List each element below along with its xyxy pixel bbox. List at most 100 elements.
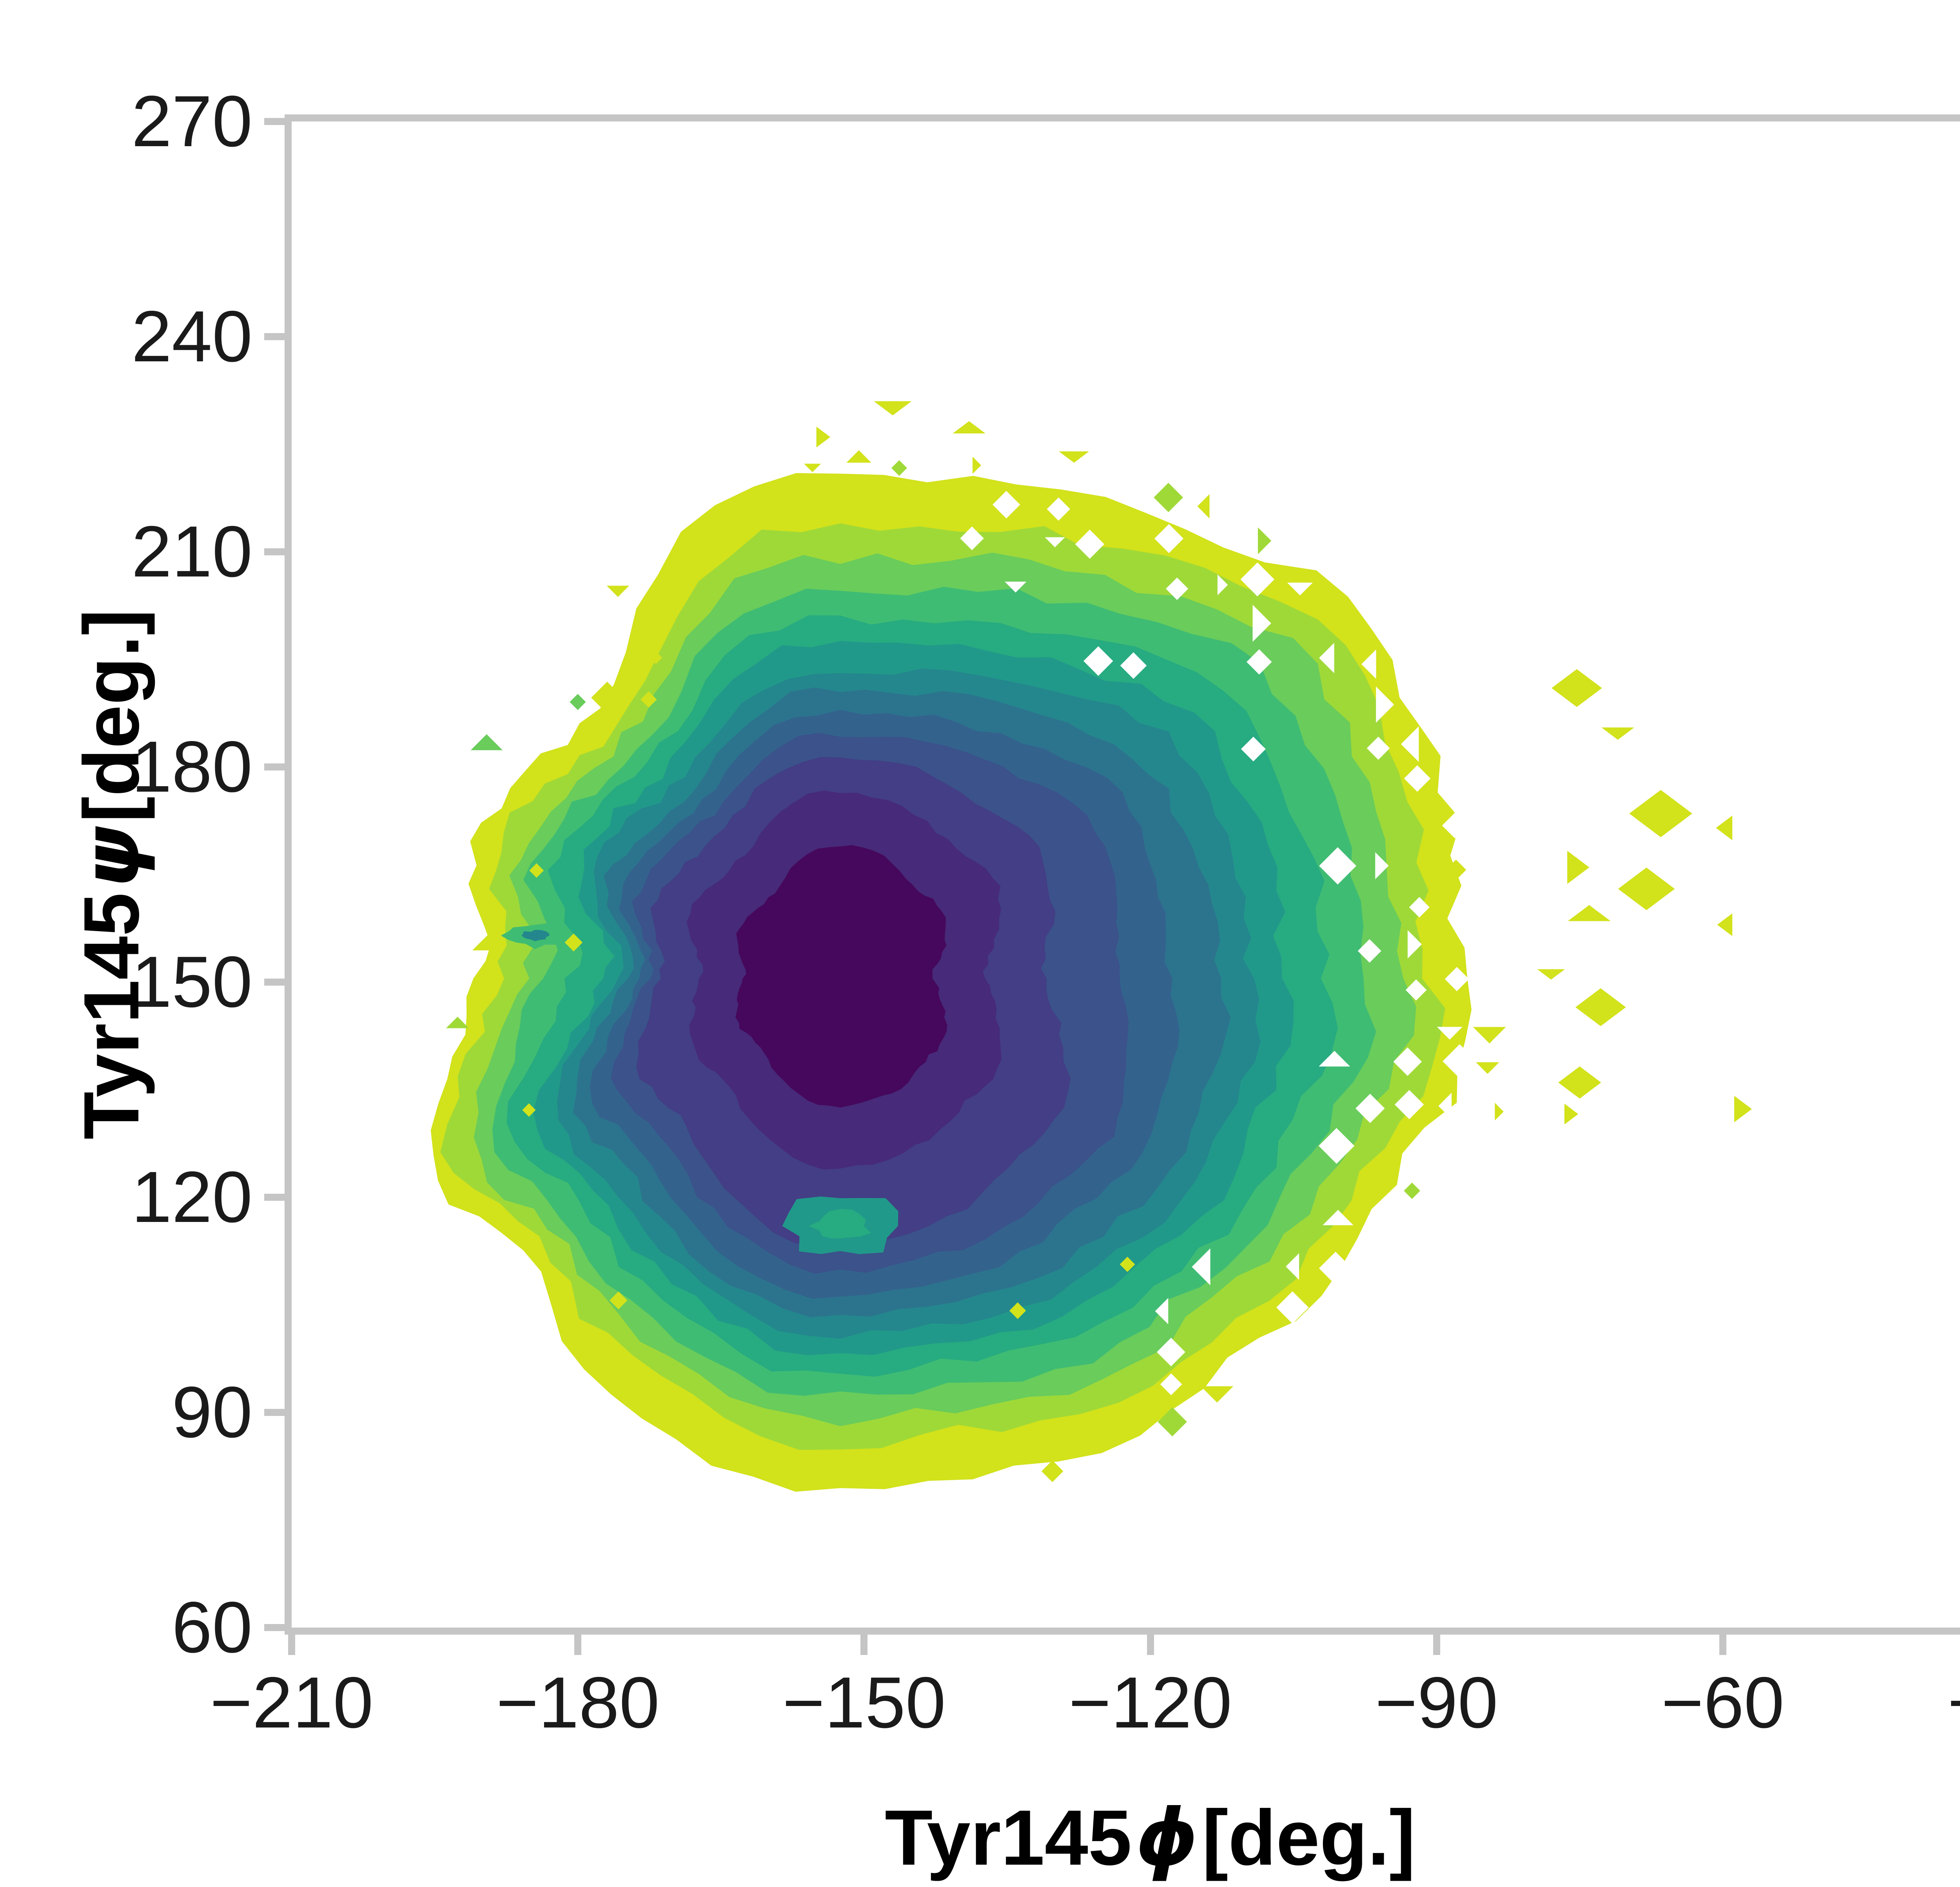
outlier-fragment bbox=[1552, 669, 1602, 707]
x-tick bbox=[1147, 1635, 1154, 1655]
outlier-fragment bbox=[1629, 790, 1692, 837]
y-tick bbox=[264, 1194, 285, 1201]
speckle-dot bbox=[1120, 1256, 1135, 1272]
outlier-fragment bbox=[1618, 867, 1675, 910]
speckle-fragment bbox=[804, 464, 821, 472]
y-tick-label: 240 bbox=[131, 296, 252, 377]
x-tick bbox=[288, 1635, 295, 1655]
speckle-hole bbox=[1160, 1373, 1182, 1396]
speckle-hole bbox=[1405, 979, 1427, 1001]
speckle-hole bbox=[1318, 1128, 1355, 1164]
speckle-hole bbox=[1241, 736, 1266, 761]
outlier-fragment bbox=[1717, 913, 1733, 936]
speckle-fragment bbox=[1446, 859, 1466, 880]
y-axis-title: Tyr145ψ[deg.] bbox=[63, 247, 161, 1501]
outlier-fragment bbox=[1568, 905, 1611, 921]
speckle-hole bbox=[1357, 939, 1381, 963]
y-axis-title-unit: [deg.] bbox=[68, 609, 155, 823]
outlier-fragment bbox=[1601, 727, 1634, 740]
speckle-hole bbox=[1005, 582, 1027, 593]
y-tick-label: 180 bbox=[131, 727, 252, 807]
speckle-hole bbox=[1367, 736, 1390, 760]
x-tick-label: −90 bbox=[1375, 1662, 1498, 1743]
speckle-fragment bbox=[1476, 1062, 1499, 1074]
speckle-fragment bbox=[1041, 1460, 1063, 1482]
x-tick-label: −60 bbox=[1661, 1662, 1784, 1743]
y-tick-label: 120 bbox=[131, 1157, 252, 1238]
speckle-fragment bbox=[891, 460, 907, 476]
speckle-dot bbox=[884, 490, 896, 503]
y-tick bbox=[264, 118, 285, 125]
speckle-dot bbox=[564, 934, 583, 952]
speckle-fragment bbox=[570, 694, 586, 710]
pmf-island bbox=[808, 1209, 871, 1239]
speckle-fragment bbox=[1154, 482, 1183, 512]
speckle-fragment bbox=[1158, 1407, 1187, 1437]
speckle-dot bbox=[649, 651, 662, 664]
speckle-fragment bbox=[1495, 1102, 1504, 1120]
x-tick-label: −120 bbox=[1069, 1662, 1232, 1743]
speckle-hole bbox=[1286, 1253, 1299, 1280]
speckle-dot bbox=[610, 1291, 628, 1309]
phi-symbol: ϕ bbox=[1136, 1792, 1198, 1883]
x-tick bbox=[860, 1635, 868, 1655]
speckle-hole bbox=[1154, 524, 1183, 553]
x-axis-title-unit: [deg.] bbox=[1202, 1794, 1416, 1882]
speckle-dot bbox=[529, 863, 544, 878]
outlier-fragment bbox=[953, 421, 985, 433]
speckle-hole bbox=[1323, 1210, 1354, 1225]
speckle-hole bbox=[1443, 1044, 1477, 1079]
speckle-hole bbox=[1319, 847, 1356, 885]
speckle-hole bbox=[1247, 649, 1272, 675]
plot-area bbox=[285, 114, 1960, 1635]
x-tick bbox=[1719, 1635, 1726, 1655]
y-tick-label: 210 bbox=[131, 511, 252, 592]
y-tick bbox=[264, 979, 285, 986]
y-tick-label: 150 bbox=[131, 942, 252, 1022]
speckle-fragment bbox=[1201, 1386, 1234, 1403]
speckle-hole bbox=[1355, 1093, 1385, 1123]
speckle-fragment bbox=[472, 934, 505, 950]
speckle-dot bbox=[641, 691, 657, 708]
outlier-fragment bbox=[1059, 451, 1089, 463]
speckle-hole bbox=[1047, 497, 1070, 521]
speckle-hole bbox=[1393, 1047, 1422, 1076]
speckle-hole bbox=[1401, 726, 1419, 762]
speckle-dot bbox=[522, 1103, 536, 1117]
speckle-hole bbox=[1319, 1051, 1350, 1067]
outlier-fragment bbox=[1567, 850, 1590, 884]
speckle-hole bbox=[1083, 646, 1113, 676]
outlier-fragment bbox=[1564, 1104, 1579, 1125]
x-tick-label: −150 bbox=[782, 1662, 946, 1743]
speckle-fragment bbox=[973, 457, 981, 474]
speckle-fragment bbox=[846, 450, 871, 463]
y-tick-label: 90 bbox=[172, 1372, 252, 1453]
x-tick bbox=[574, 1635, 582, 1655]
speckle-hole bbox=[1361, 649, 1376, 679]
speckle-hole bbox=[1155, 1298, 1169, 1325]
speckle-fragment bbox=[1258, 527, 1272, 555]
speckle-fragment bbox=[591, 682, 623, 714]
speckle-hole bbox=[1045, 537, 1065, 547]
y-tick-label: 270 bbox=[131, 81, 252, 162]
speckle-dot bbox=[522, 778, 534, 790]
speckle-hole bbox=[1442, 812, 1468, 839]
speckle-hole bbox=[1404, 765, 1431, 792]
x-tick-label: −210 bbox=[210, 1662, 374, 1743]
contour-plot bbox=[430, 401, 1752, 1492]
speckle-hole bbox=[1394, 1090, 1424, 1119]
speckle-hole bbox=[1120, 652, 1147, 679]
outlier-fragment bbox=[1575, 988, 1626, 1026]
speckle-hole bbox=[1166, 577, 1189, 600]
outlier-fragment bbox=[1716, 816, 1733, 840]
x-axis-title-text: Tyr145 bbox=[885, 1794, 1132, 1882]
speckle-hole bbox=[1375, 852, 1389, 879]
pmf-island bbox=[521, 930, 550, 941]
outlier-fragment bbox=[874, 401, 912, 415]
y-tick bbox=[264, 1409, 285, 1416]
speckle-fragment bbox=[606, 585, 629, 597]
speckle-hole bbox=[1319, 643, 1334, 673]
psi-symbol: ψ bbox=[66, 826, 157, 889]
speckle-hole bbox=[1217, 574, 1228, 595]
x-tick bbox=[1433, 1635, 1440, 1655]
